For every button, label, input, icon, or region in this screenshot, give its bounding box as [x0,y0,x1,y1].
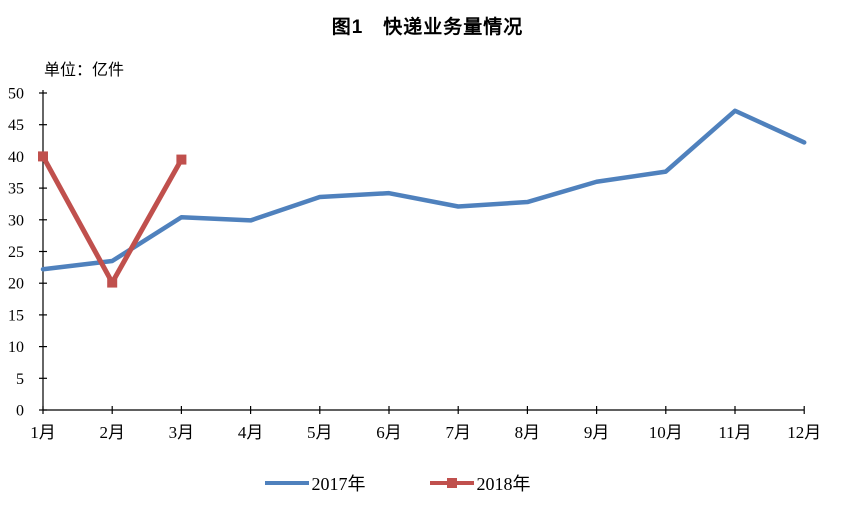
x-axis-tick-label: 7月 [445,423,471,442]
legend-item-2018: 2018年 [429,470,531,496]
chart-legend: 2017年 2018年 [0,470,825,496]
y-axis-tick-label: 40 [8,149,24,166]
series-line [40,108,807,272]
x-axis-tick-label: 11月 [718,423,751,442]
legend-label-2017: 2017年 [311,474,366,494]
data-point-marker [176,154,187,165]
chart-plot-area: 0 5 10 15 20 25 30 35 40 45 50 1月 2月 3月 4月 5月 6月 7月 8月 9月 10… [8,86,821,443]
legend-swatch-2018 [429,478,474,488]
y-axis-tick-label: 20 [8,276,24,293]
legend-label-2018: 2018年 [476,474,531,494]
series-2017年 [40,108,807,272]
y-axis-tick-label: 0 [16,403,24,420]
legend-item-2017: 2017年 [264,470,366,496]
chart-title: 图1 快递业务量情况 [331,17,524,38]
y-axis-tick-label: 45 [8,117,24,134]
data-point-marker [107,277,118,288]
x-axis-tick-label: 5月 [307,423,333,442]
y-axis-tick-label: 25 [8,244,24,261]
data-point-marker [38,151,48,162]
series-line [40,153,184,286]
unit-label: 单位：亿件 [44,62,125,79]
legend-square-marker [446,478,457,488]
y-axis-tick-label: 30 [8,212,24,229]
y-axis-tick-label: 35 [8,181,24,198]
axes [39,90,805,414]
x-axis-tick-label: 8月 [515,423,541,442]
x-axis-tick-label: 2月 [99,423,125,442]
y-axis-tick-label: 10 [8,339,24,356]
legend-swatch-2017 [264,481,309,485]
series-2018年 [38,151,187,288]
x-axis-tick-label: 9月 [584,423,610,442]
x-axis-tick-label: 1月 [30,423,56,442]
y-axis-tick-label: 50 [8,86,24,103]
y-axis-tick-label: 15 [8,307,24,324]
x-axis-tick-label: 3月 [169,423,195,442]
x-axis-tick-label: 6月 [376,423,402,442]
x-axis-tick-label: 10月 [649,423,683,442]
x-axis-tick-label: 12月 [787,423,821,442]
x-axis-tick-label: 4月 [238,423,264,442]
y-axis-tick-label: 5 [16,371,24,388]
